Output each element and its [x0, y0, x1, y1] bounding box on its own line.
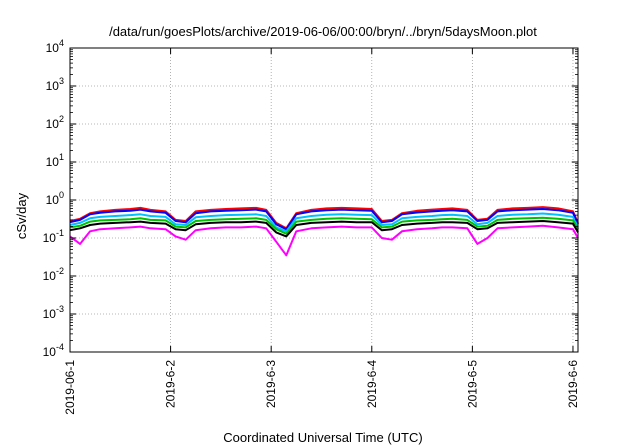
- x-axis-label: Coordinated Universal Time (UTC): [223, 430, 422, 445]
- series-line-4: [69, 216, 579, 235]
- y-tick-base: 10: [43, 269, 57, 283]
- x-tick-label: 2019-6-6: [566, 360, 580, 408]
- y-tick-exponent: 1: [59, 152, 64, 162]
- y-tick-exponent: -4: [56, 342, 64, 352]
- y-tick-exponent: 3: [59, 76, 64, 86]
- x-tick-label: 2019-6-3: [264, 360, 278, 408]
- y-tick-label: 102: [46, 114, 64, 131]
- x-tick-labels: 2019-06-1 2019-6-2 2019-6-3 2019-6-4 2019-6-…: [63, 360, 580, 415]
- y-tick-base: 10: [46, 79, 60, 93]
- y-tick-exponent: 2: [59, 114, 64, 124]
- series-line-5: [69, 220, 579, 238]
- y-tick-exponent: 0: [59, 190, 64, 200]
- y-tick-base: 10: [43, 307, 57, 321]
- y-tick-label: 103: [46, 76, 64, 93]
- chart-title: /data/run/goesPlots/archive/2019-06-06/0…: [109, 24, 537, 39]
- x-tick-label: 2019-6-5: [465, 360, 479, 408]
- x-tick-label: 2019-6-4: [365, 360, 379, 408]
- y-tick-base: 10: [46, 193, 60, 207]
- y-tick-label: 10-2: [43, 266, 64, 283]
- series-line-6: [69, 224, 579, 257]
- grid: [70, 48, 578, 352]
- series-layer: [69, 206, 579, 257]
- y-tick-label: 104: [46, 38, 64, 55]
- y-tick-exponent: 4: [59, 38, 64, 48]
- y-tick-exponent: -2: [56, 266, 64, 276]
- plot-frame: [69, 47, 579, 353]
- y-tick-exponent: -3: [56, 304, 64, 314]
- x-tick-label: 2019-6-2: [164, 360, 178, 408]
- y-tick-label: 10-4: [43, 342, 64, 359]
- y-tick-label: 10-1: [43, 228, 64, 245]
- series-line-3: [69, 212, 579, 233]
- series-line-2: [69, 208, 579, 231]
- y-tick-label: 10-3: [43, 304, 64, 321]
- x-tick-label: 2019-06-1: [63, 360, 77, 415]
- y-tick-base: 10: [46, 41, 60, 55]
- y-tick-label: 100: [46, 190, 64, 207]
- ticks: [69, 47, 578, 353]
- y-tick-base: 10: [46, 117, 60, 131]
- y-tick-base: 10: [43, 345, 57, 359]
- y-tick-exponent: -1: [56, 228, 64, 238]
- y-axis-label: cSv/day: [14, 192, 29, 239]
- y-tick-label: 101: [46, 152, 64, 169]
- y-tick-base: 10: [43, 231, 57, 245]
- y-tick-base: 10: [46, 155, 60, 169]
